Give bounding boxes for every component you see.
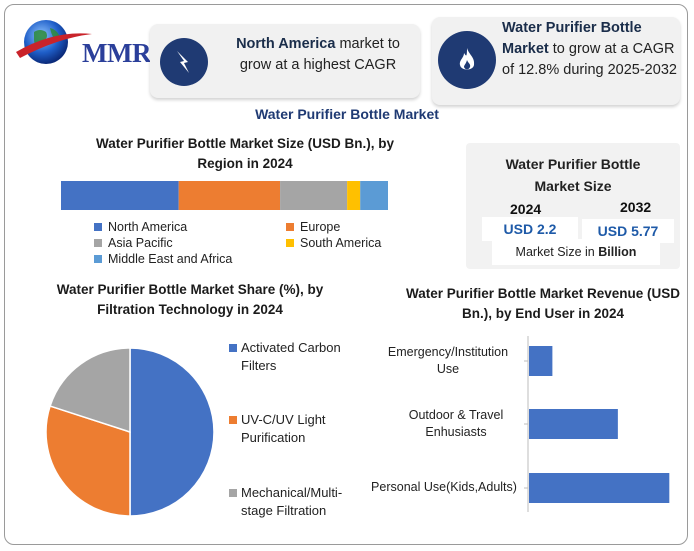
legend-label: Mechanical/Multi-stage Filtration <box>241 485 343 518</box>
legend-label: Middle East and Africa <box>108 252 233 266</box>
pie-legend-item-uv-c-uv-light-purification: UV-C/UV Light Purification <box>229 411 369 451</box>
note-prefix: Market Size in <box>515 245 595 259</box>
pie-chart-title: Water Purifier Bottle Market Share (%), … <box>56 282 324 317</box>
legend-label: Europe <box>300 220 341 234</box>
logo-text: MMR <box>82 38 151 68</box>
flame-icon-circle <box>438 31 496 89</box>
end-user-category-label: Personal Use(Kids,Adults) <box>371 480 517 494</box>
legend-label: North America <box>108 220 188 234</box>
legend-swatch <box>286 239 294 247</box>
cagr-card: Water Purifier Bottle Market to grow at … <box>432 17 680 105</box>
end-user-category-label: Outdoor & Travel Enhusiasts <box>408 408 504 439</box>
legend-swatch <box>229 489 237 497</box>
note-bold: Billion <box>598 245 637 259</box>
legend-swatch <box>229 416 237 424</box>
infographic-frame <box>4 4 688 545</box>
north-america-card: North America market to grow at a highes… <box>150 24 420 98</box>
legend-item-europe: Europe <box>286 220 340 234</box>
legend-swatch <box>229 344 237 352</box>
year-2032: 2032 <box>620 199 652 215</box>
region-chart-title: Water Purifier Bottle Market Size (USD B… <box>95 136 395 171</box>
flame-icon <box>459 48 475 70</box>
legend-label: South America <box>300 236 382 250</box>
card2-bold: Water Purifier Bottle Market <box>502 20 642 57</box>
card2-rest: to grow at a CAGR of 12.8% during 2025-2… <box>502 41 677 78</box>
legend-item-south-america: South America <box>286 236 381 250</box>
main-title: Water Purifier Bottle Market <box>255 106 439 122</box>
card1-bold: North America <box>236 36 336 52</box>
market-size-box: Water Purifier Bottle Market Size 2024 2… <box>466 143 680 269</box>
pie-legend-item-activated-carbon-filters: Activated Carbon Filters <box>229 339 369 379</box>
bolt-icon <box>177 51 189 73</box>
legend-label: Activated Carbon Filters <box>241 340 341 373</box>
legend-item-middle-east-and-africa: Middle East and Africa <box>94 252 232 266</box>
legend-label: UV-C/UV Light Purification <box>241 412 326 445</box>
legend-item-north-america: North America <box>94 220 187 234</box>
market-size-title: Water Purifier Bottle Market Size <box>505 156 641 194</box>
globe-icon <box>16 20 92 64</box>
cagr-card-text: Water Purifier Bottle Market to grow at … <box>502 18 678 81</box>
legend-swatch <box>94 223 102 231</box>
year-2024: 2024 <box>510 201 542 217</box>
pie-legend-item-mechanical-multi-stage-filtration: Mechanical/Multi-stage Filtration <box>229 484 369 524</box>
legend-label: Asia Pacific <box>108 236 173 250</box>
end-user-chart-title: Water Purifier Bottle Market Revenue (US… <box>405 286 681 321</box>
bolt-icon-circle <box>160 38 208 86</box>
legend-swatch <box>94 255 102 263</box>
market-size-note: Market Size in Billion <box>492 239 660 265</box>
value-2024: USD 2.2 <box>482 217 578 241</box>
end-user-category-label: Emergency/Institution Use <box>387 345 509 376</box>
north-america-card-text: North America market to grow at a highes… <box>222 34 414 76</box>
card1-rest: market to grow at a highest CAGR <box>239 36 400 73</box>
legend-swatch <box>94 239 102 247</box>
legend-swatch <box>286 223 294 231</box>
legend-item-asia-pacific: Asia Pacific <box>94 236 173 250</box>
mmr-logo: MMR <box>14 12 151 72</box>
